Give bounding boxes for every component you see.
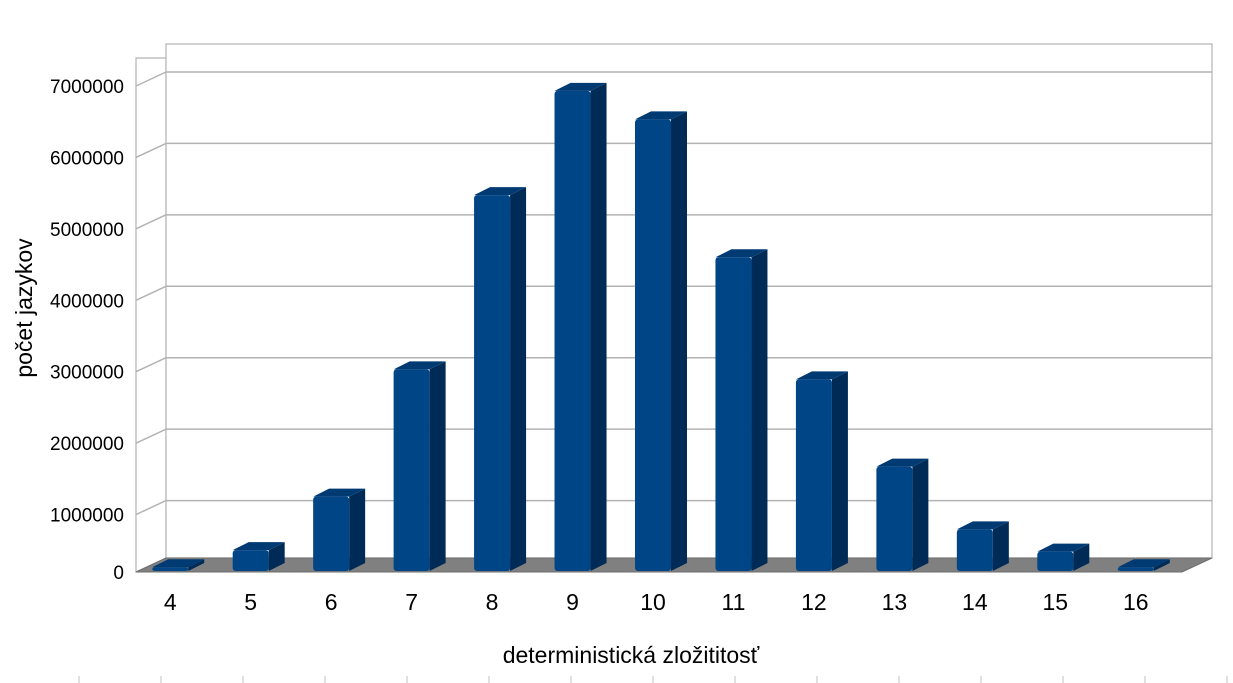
x-tick-label: 5 — [244, 589, 257, 615]
bar-side — [1153, 559, 1170, 571]
y-tick-label: 1000000 — [50, 506, 124, 527]
bar-front — [876, 466, 913, 571]
gridlines — [135, 71, 1212, 516]
bar-front — [635, 119, 671, 571]
bar-side — [188, 559, 205, 571]
x-tick-label: 8 — [486, 589, 499, 615]
x-tick-label: 4 — [164, 589, 177, 615]
x-tick-label: 16 — [1123, 589, 1149, 615]
bar-side — [1073, 543, 1090, 571]
gridline-diagonal — [135, 71, 167, 87]
bar-front — [956, 529, 993, 571]
y-tick-label: 3000000 — [50, 363, 124, 384]
y-tick-label: 2000000 — [50, 434, 124, 455]
bar-front — [554, 90, 591, 571]
bar-top — [876, 458, 929, 467]
x-tick-label: 11 — [722, 589, 746, 615]
bar-side — [510, 187, 527, 571]
bar-top — [474, 187, 527, 196]
bar — [1037, 543, 1090, 571]
y-tick-labels: 0 1000000 2000000 3000000 4000000 5000000 6000… — [50, 77, 124, 584]
bar-top — [152, 559, 205, 568]
chart-walls — [135, 43, 1213, 573]
y-axis-title: počet jazykov — [11, 238, 37, 378]
bar-top — [795, 371, 848, 380]
bar-front — [152, 567, 189, 571]
y-tick-label: 4000000 — [50, 291, 124, 312]
bar-side — [912, 458, 929, 571]
bar-top — [232, 542, 285, 551]
bar-top — [554, 82, 607, 91]
bar — [876, 458, 929, 571]
bar — [152, 559, 205, 571]
x-axis-title: deterministická zložititosť — [503, 642, 760, 668]
gridline-diagonal — [135, 214, 167, 230]
x-tick-label: 7 — [405, 589, 418, 615]
x-tick-label: 13 — [882, 589, 908, 615]
bars — [152, 82, 1170, 572]
bar-side — [671, 111, 687, 571]
bar-side — [831, 371, 848, 571]
y-tick-label: 7000000 — [50, 77, 124, 98]
gridline-diagonal — [135, 285, 167, 301]
y-tick-label: 5000000 — [50, 220, 124, 241]
bar — [232, 542, 285, 571]
bar-front — [795, 379, 832, 571]
bar-top — [635, 111, 687, 120]
bar-front — [715, 257, 752, 571]
y-tick-label: 6000000 — [50, 148, 124, 169]
x-tick-label: 14 — [962, 589, 988, 615]
bar-front — [1037, 551, 1074, 571]
bar-top — [715, 249, 768, 258]
back-wall — [165, 43, 1213, 559]
bar — [1117, 559, 1170, 571]
bar — [393, 361, 446, 571]
left-wall — [135, 57, 167, 573]
x-tick-labels: 4 5 6 7 8 9 10 11 12 13 14 15 16 — [164, 589, 1149, 615]
x-tick-label: 12 — [801, 589, 827, 615]
x-tick-label: 6 — [325, 589, 338, 615]
y-tick-label: 0 — [113, 563, 124, 584]
x-tick-label: 10 — [640, 589, 666, 615]
bar-side — [429, 361, 446, 571]
bar-side — [349, 488, 366, 571]
bar-side — [992, 521, 1009, 571]
bar-front — [1117, 567, 1154, 571]
bar-side — [751, 249, 768, 572]
bottom-tick-marks — [78, 676, 1228, 683]
bar — [715, 249, 768, 572]
x-tick-label: 15 — [1043, 589, 1069, 615]
gridline-diagonal — [135, 357, 167, 373]
bar — [635, 111, 687, 571]
bar — [554, 82, 607, 571]
gridline-diagonal — [135, 428, 167, 444]
bar-side — [268, 542, 285, 571]
bar-top — [1037, 543, 1090, 552]
bar-top — [956, 521, 1009, 530]
bar — [313, 488, 366, 571]
gridline-diagonal — [135, 142, 167, 159]
bar-top — [1117, 559, 1170, 568]
bar-top — [393, 361, 446, 370]
x-tick-label: 9 — [566, 589, 579, 615]
bar-front — [232, 550, 269, 571]
bar-front — [393, 369, 430, 571]
bar — [795, 371, 848, 571]
bar-side — [590, 82, 607, 571]
bar-front — [474, 195, 511, 571]
bar — [474, 187, 527, 571]
bar-top — [313, 488, 366, 497]
bar — [956, 521, 1009, 571]
bar-front — [313, 496, 350, 571]
gridline-diagonal — [135, 499, 167, 516]
